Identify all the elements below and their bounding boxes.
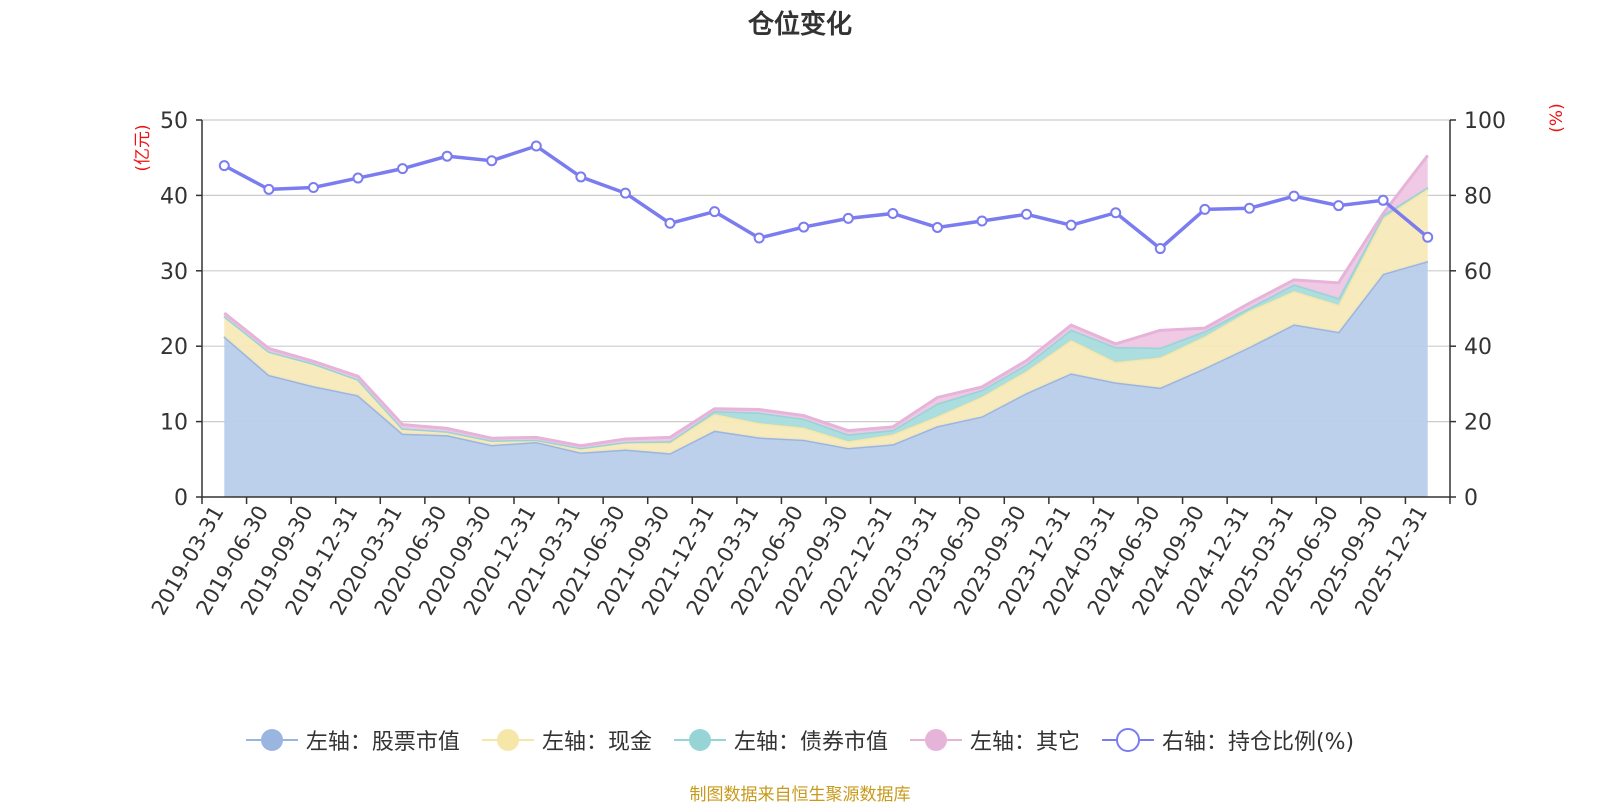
ratio-point xyxy=(1288,190,1300,202)
area-stock xyxy=(224,260,1428,497)
ratio-point xyxy=(307,181,319,193)
legend-label-other: 左轴：其它 xyxy=(969,730,1080,755)
legend-item-cash[interactable]: 左轴：现金 xyxy=(481,724,652,756)
legend-item-stock[interactable]: 左轴：股票市值 xyxy=(245,724,460,756)
legend-item-other[interactable]: 左轴：其它 xyxy=(909,724,1080,756)
y-right-tick-label: 100 xyxy=(1464,109,1506,134)
ratio-point xyxy=(263,183,275,195)
y-right-tick-label: 20 xyxy=(1464,411,1492,436)
ratio-point xyxy=(352,172,364,184)
legend-item-ratio[interactable]: 右轴：持仓比例(%) xyxy=(1101,724,1355,756)
y-left-unit-label: (亿元) xyxy=(133,124,153,171)
line-other xyxy=(223,154,1429,448)
ratio-point xyxy=(1333,200,1345,212)
ratio-point xyxy=(1243,202,1255,214)
legend: 左轴：股票市值 左轴：现金 左轴：债券市值 左轴：其它 右轴：持仓比例(%) xyxy=(0,722,1600,758)
ratio-point xyxy=(441,150,453,162)
ratio-point xyxy=(664,217,676,229)
y-right-unit-label: (%) xyxy=(1547,103,1567,132)
ratio-point xyxy=(1377,194,1389,206)
ratio-point xyxy=(218,160,230,172)
data-source-note: 制图数据来自恒生聚源数据库 xyxy=(689,785,911,805)
ratio-point xyxy=(887,207,899,219)
ratio-point xyxy=(842,212,854,224)
ratio-point xyxy=(1021,208,1033,220)
legend-label-ratio: 右轴：持仓比例(%) xyxy=(1161,730,1355,755)
y-left-tick-label: 0 xyxy=(174,486,188,511)
ratio-point xyxy=(1199,203,1211,215)
legend-label-cash: 左轴：现金 xyxy=(541,730,652,755)
legend-symbol-other xyxy=(909,729,962,751)
ratio-point xyxy=(1422,231,1434,243)
legend-item-bond[interactable]: 左轴：债券市值 xyxy=(673,724,888,756)
legend-symbol-bond xyxy=(673,729,726,751)
ratio-point xyxy=(798,221,810,233)
ratio-point xyxy=(976,215,988,227)
y-left-tick-label: 30 xyxy=(160,260,188,285)
y-left-tick-label: 20 xyxy=(160,335,188,360)
ratio-point xyxy=(575,171,587,183)
legend-symbol-cash xyxy=(481,729,534,751)
y-right-tick-label: 0 xyxy=(1464,486,1478,511)
ratio-point xyxy=(619,187,631,199)
ratio-point xyxy=(709,206,721,218)
legend-label-bond: 左轴：债券市值 xyxy=(733,730,888,755)
ratio-point xyxy=(931,221,943,233)
y-right-tick-label: 60 xyxy=(1464,260,1492,285)
ratio-point xyxy=(1154,243,1166,255)
ratio-point xyxy=(753,232,765,244)
y-right-tick-label: 80 xyxy=(1464,184,1492,209)
ratio-point xyxy=(1065,219,1077,231)
chart-title: 仓位变化 xyxy=(747,10,852,40)
legend-symbol-ratio xyxy=(1101,728,1154,752)
line-ratio xyxy=(223,144,1429,251)
y-left-tick-label: 50 xyxy=(160,109,188,134)
y-left-tick-label: 10 xyxy=(160,411,188,436)
ratio-point xyxy=(530,140,542,152)
legend-label-stock: 左轴：股票市值 xyxy=(305,730,460,755)
y-left-tick-label: 40 xyxy=(160,184,188,209)
ratio-point xyxy=(1110,207,1122,219)
ratio-point xyxy=(486,155,498,167)
y-right-tick-label: 40 xyxy=(1464,335,1492,360)
ratio-point xyxy=(397,163,409,175)
legend-symbol-stock xyxy=(245,729,298,751)
